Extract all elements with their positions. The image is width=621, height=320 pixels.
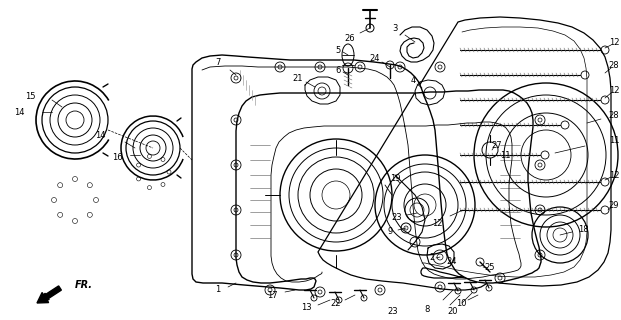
Text: 24: 24	[369, 53, 380, 62]
Text: 7: 7	[215, 58, 220, 67]
Text: 9: 9	[388, 228, 392, 236]
Text: 5: 5	[335, 45, 341, 54]
Text: 28: 28	[609, 110, 619, 119]
Polygon shape	[318, 17, 611, 290]
Text: 12: 12	[609, 85, 619, 94]
Text: 14: 14	[14, 108, 24, 116]
FancyArrow shape	[37, 286, 61, 303]
Text: 19: 19	[390, 173, 401, 182]
Text: 6: 6	[335, 66, 341, 75]
Text: 1: 1	[215, 285, 220, 294]
Text: 21: 21	[292, 74, 303, 83]
Text: 12: 12	[432, 219, 442, 228]
Text: 12: 12	[609, 37, 619, 46]
Text: 17: 17	[266, 291, 278, 300]
Text: 12: 12	[609, 171, 619, 180]
Text: 27: 27	[492, 140, 502, 149]
Polygon shape	[192, 55, 541, 290]
Text: 15: 15	[25, 92, 35, 100]
Text: 16: 16	[112, 153, 122, 162]
Text: 18: 18	[578, 226, 588, 235]
Text: 14: 14	[95, 131, 105, 140]
Text: 28: 28	[609, 60, 619, 69]
Text: 22: 22	[331, 299, 342, 308]
Text: 2: 2	[429, 253, 435, 262]
Text: 23: 23	[388, 308, 398, 316]
Text: 23: 23	[392, 213, 402, 222]
Text: 10: 10	[456, 299, 466, 308]
Text: 3: 3	[392, 23, 397, 33]
Text: 11: 11	[609, 135, 619, 145]
Text: 25: 25	[485, 263, 496, 273]
Text: FR.: FR.	[75, 280, 93, 290]
Text: 20: 20	[448, 308, 458, 316]
Text: 8: 8	[424, 305, 430, 314]
Text: 24: 24	[446, 258, 457, 267]
Text: 4: 4	[410, 76, 415, 84]
Text: 26: 26	[345, 34, 355, 43]
Text: 11: 11	[500, 150, 510, 159]
Text: 13: 13	[301, 303, 311, 313]
Text: 29: 29	[609, 201, 619, 210]
